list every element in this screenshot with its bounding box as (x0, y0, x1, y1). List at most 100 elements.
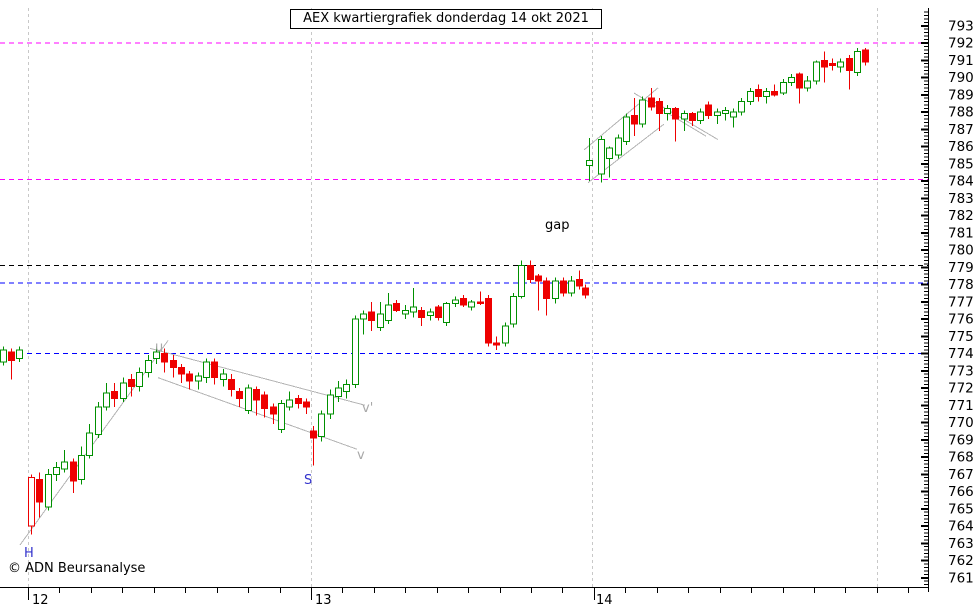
candle (518, 265, 525, 298)
candle (576, 278, 583, 287)
candle (153, 351, 160, 360)
candle (862, 49, 869, 63)
trendline (583, 87, 659, 151)
candle (45, 473, 52, 508)
candle (755, 89, 762, 97)
candle (821, 59, 828, 68)
y-axis-label: 774 (948, 346, 974, 362)
candle (846, 58, 853, 72)
candle (771, 90, 778, 96)
candle (730, 111, 737, 118)
y-axis-label: 782 (948, 208, 974, 224)
y-axis-label: 766 (948, 484, 974, 500)
candle (393, 302, 400, 311)
y-axis-label: 762 (948, 553, 974, 569)
y-axis-label: 771 (948, 398, 974, 414)
candles-pre (0, 346, 23, 380)
candle (303, 401, 310, 408)
candle (16, 349, 23, 360)
candle (86, 432, 93, 456)
candle (738, 101, 745, 113)
candle (837, 61, 844, 68)
candle (722, 109, 729, 115)
candle (228, 378, 235, 391)
candle (253, 389, 260, 401)
candle (443, 302, 450, 323)
y-axis-label: 767 (948, 467, 974, 483)
candle (543, 280, 550, 299)
y-axis-label: 765 (948, 501, 974, 517)
y-axis-label: 764 (948, 519, 974, 535)
y-axis-label: 789 (948, 87, 974, 103)
candles-day12 (28, 346, 310, 535)
candle (582, 287, 589, 296)
candle (631, 114, 638, 125)
y-axis-label: 793 (948, 18, 974, 34)
candle (502, 325, 509, 344)
annotation-v: v (357, 448, 365, 463)
candle (615, 137, 622, 156)
candle (385, 304, 392, 322)
candle (568, 280, 575, 294)
candle (161, 353, 168, 363)
candle (689, 113, 696, 122)
candle (477, 301, 484, 304)
candle (128, 378, 135, 387)
candle (360, 313, 367, 320)
candle (623, 116, 630, 142)
candle (648, 97, 655, 108)
candle (270, 406, 277, 415)
candle (552, 280, 559, 299)
x-axis-label: 13 (315, 593, 332, 608)
candle (780, 82, 787, 94)
y-axis-label: 770 (948, 415, 974, 431)
candle (788, 77, 795, 84)
y-axis-label: 792 (948, 36, 974, 52)
candle (535, 275, 542, 282)
candle (639, 99, 646, 125)
y-axis-label: 786 (948, 139, 974, 155)
candle (0, 349, 7, 363)
candle (111, 390, 118, 399)
candle (402, 309, 409, 315)
annotation-v': v' (362, 401, 373, 416)
candle (28, 477, 35, 527)
candle (586, 159, 593, 166)
y-axis-label: 785 (948, 156, 974, 172)
candles-day13 (310, 260, 589, 466)
candle (343, 384, 350, 392)
candle (53, 466, 60, 475)
candle (236, 390, 243, 399)
candle (186, 373, 193, 382)
y-axis-label: 790 (948, 70, 974, 86)
candle (485, 297, 492, 344)
candle (78, 454, 85, 480)
candle (705, 104, 712, 116)
candle (318, 413, 325, 437)
candle (178, 366, 185, 375)
x-axis-label: 12 (32, 593, 49, 608)
y-axis-label: 772 (948, 381, 974, 397)
candle (510, 296, 517, 325)
y-axis-label: 788 (948, 105, 974, 121)
candle (70, 461, 77, 482)
candle (261, 394, 268, 410)
candle (435, 306, 442, 318)
candle (377, 313, 384, 329)
chart-title-box: AEX kwartiergrafiek donderdag 14 okt 202… (290, 9, 602, 29)
candle (410, 306, 417, 313)
candle (368, 311, 375, 322)
candle (61, 461, 68, 470)
y-axis-label: 769 (948, 432, 974, 448)
candle (854, 51, 861, 73)
candle (418, 309, 425, 318)
candle (813, 61, 820, 82)
candle (95, 406, 102, 436)
candle (170, 359, 177, 368)
candle (681, 113, 688, 120)
candle (763, 90, 770, 97)
candle (747, 90, 754, 103)
candle (245, 387, 252, 411)
